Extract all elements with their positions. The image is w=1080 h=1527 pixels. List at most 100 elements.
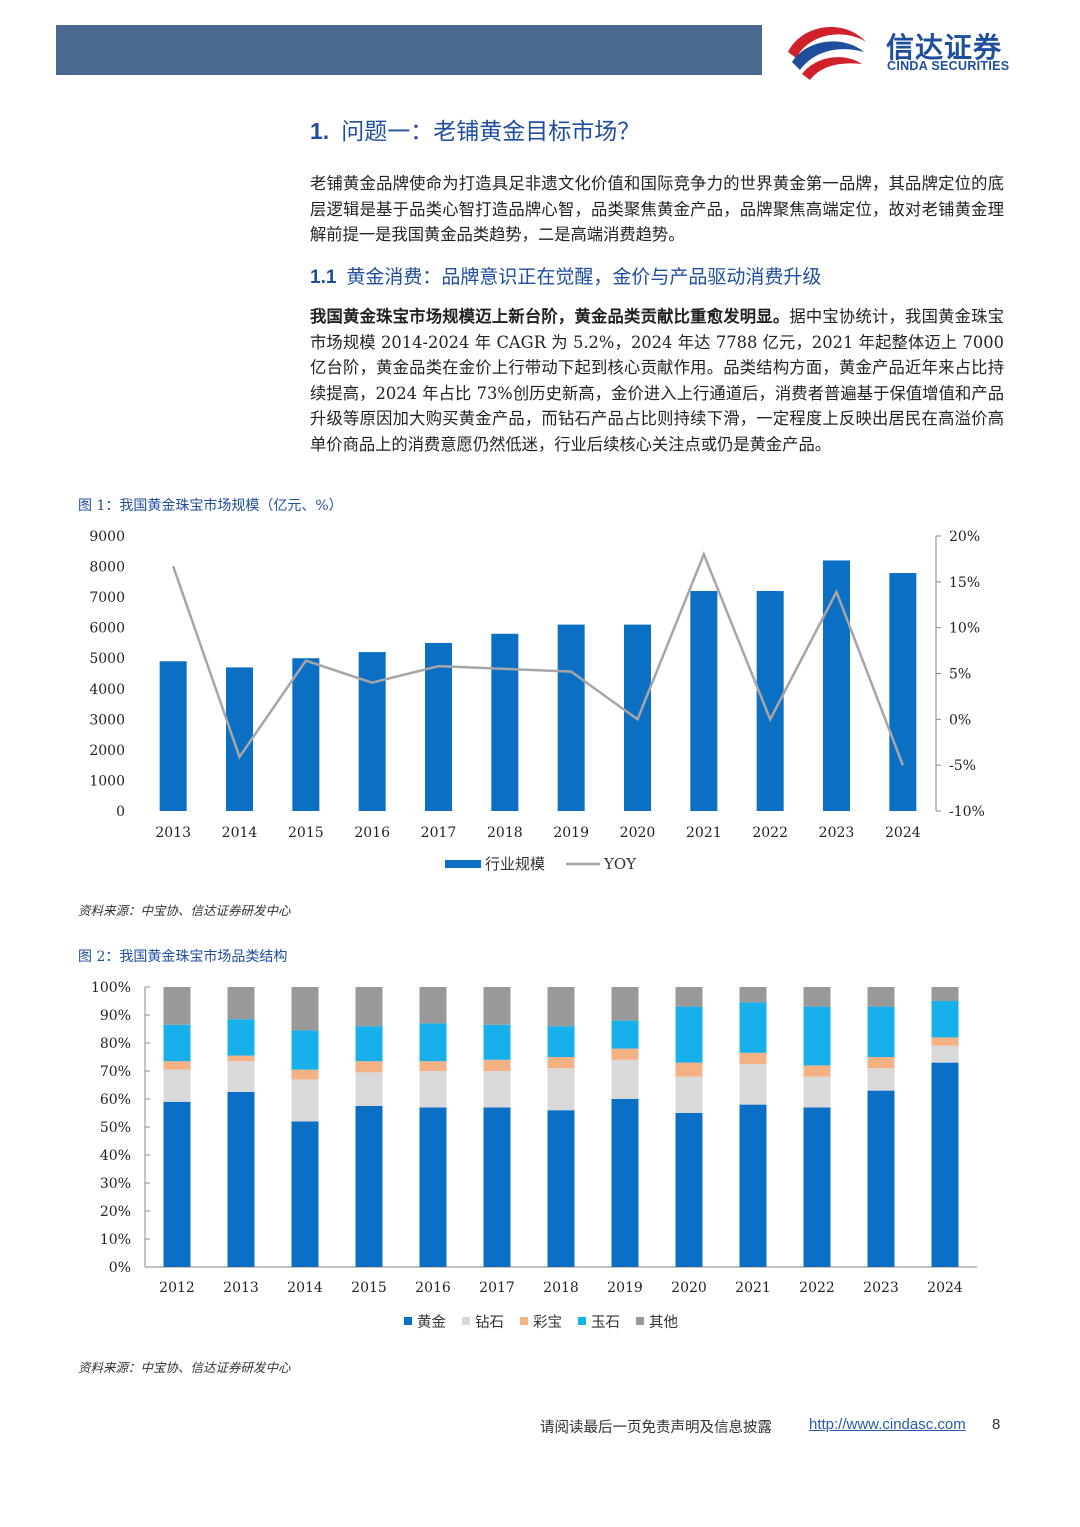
stacked-bar-segment: [227, 1092, 255, 1267]
stacked-bar-segment: [483, 1107, 511, 1267]
stacked-bar-segment: [419, 1061, 447, 1071]
x-axis-tick-label: 2016: [415, 1280, 451, 1296]
x-axis-tick-label: 2012: [159, 1280, 195, 1296]
stacked-bar-segment: [483, 1071, 511, 1108]
stacked-bar-segment: [547, 1057, 575, 1069]
y-axis-tick-label: 70%: [100, 1064, 131, 1080]
footer-website-link[interactable]: http://www.cindasc.com: [809, 1416, 966, 1433]
subsection-title: 黄金消费：品牌意识正在觉醒，金价与产品驱动消费升级: [346, 266, 822, 288]
stacked-bar-segment: [675, 1076, 703, 1113]
x-axis-tick-label: 2020: [671, 1280, 707, 1296]
figure1-title: 图 1：我国黄金珠宝市场规模（亿元、%）: [78, 498, 343, 514]
stacked-bar-segment: [227, 1061, 255, 1092]
subsection-number: 1.1: [310, 267, 337, 288]
logo-emblem-icon: [788, 27, 866, 80]
stacked-bar-segment: [419, 987, 447, 1024]
legend-label: 彩宝: [533, 1314, 562, 1331]
legend-label: 黄金: [417, 1314, 446, 1331]
stacked-bar-segment: [611, 987, 639, 1021]
left-axis-tick-label: 3000: [89, 712, 125, 728]
body-text: 据中宝协统计，我国黄金珠宝市场规模 2014-2024 年 CAGR 为 5.2…: [310, 307, 1004, 454]
body-paragraph: 我国黄金珠宝市场规模迈上新台阶，黄金品类贡献比重愈发明显。据中宝协统计，我国黄金…: [310, 304, 1004, 457]
stacked-bar-segment: [547, 1026, 575, 1057]
stacked-bar-segment: [291, 987, 319, 1031]
legend-swatch: [520, 1317, 528, 1325]
left-axis-tick-label: 9000: [89, 529, 125, 545]
x-axis-tick-label: 2017: [479, 1280, 515, 1296]
stacked-bar-segment: [291, 1069, 319, 1080]
stacked-bar-segment: [867, 1006, 895, 1057]
x-axis-tick-label: 2016: [354, 825, 390, 841]
stacked-bar-segment: [867, 1090, 895, 1267]
x-axis-tick-label: 2018: [487, 825, 523, 841]
stacked-bar-segment: [483, 1059, 511, 1071]
category-structure-chart: 0% 10% 20% 30% 40% 50% 60% 70% 80% 90% 100% 2012 201…: [91, 980, 977, 1331]
stacked-bar-segment: [739, 1052, 767, 1064]
stacked-bar-segment: [803, 1006, 831, 1066]
footer-disclaimer: 请阅读最后一页免责声明及信息披露: [540, 1420, 772, 1436]
figure2-title: 图 2：我国黄金珠宝市场品类结构: [78, 949, 288, 965]
market-size-bar: [159, 661, 187, 811]
stacked-bar-segment: [739, 987, 767, 1003]
x-axis-tick-label: 2019: [553, 825, 589, 841]
y-axis-tick-label: 20%: [100, 1204, 131, 1220]
y-axis-tick-label: 100%: [91, 980, 131, 996]
figure1-source: 资料来源：中宝协、信达证券研发中心: [78, 903, 291, 918]
left-axis-tick-label: 4000: [89, 682, 125, 698]
stacked-bar-segment: [931, 987, 959, 1001]
stacked-bar-segment: [227, 987, 255, 1020]
stacked-bar-segment: [931, 1045, 959, 1063]
x-axis-tick-label: 2023: [863, 1280, 899, 1296]
x-axis-tick-label: 2013: [223, 1280, 259, 1296]
left-axis-tick-label: 6000: [89, 621, 125, 637]
stacked-bar-segment: [867, 1057, 895, 1069]
left-axis-tick-label: 5000: [89, 651, 125, 667]
stacked-bar-segment: [739, 1104, 767, 1267]
y-axis-tick-label: 90%: [100, 1008, 131, 1024]
stacked-bar-segment: [163, 1024, 191, 1062]
market-size-bar: [889, 573, 917, 811]
stacked-bar-segment: [739, 1064, 767, 1105]
stacked-bar-segment: [547, 987, 575, 1027]
legend-label: 钻石: [475, 1314, 504, 1331]
market-size-bar: [425, 642, 452, 811]
x-axis-tick-label: 2021: [735, 1280, 771, 1296]
x-axis-tick-label: 2015: [351, 1280, 387, 1296]
x-axis-tick-label: 2018: [543, 1280, 579, 1296]
x-axis-tick-label: 2023: [819, 825, 855, 841]
left-axis-tick-label: 2000: [89, 743, 125, 759]
stacked-bar-segment: [419, 1071, 447, 1108]
stacked-bar-segment: [355, 1026, 383, 1062]
y-axis-tick-label: 10%: [100, 1232, 131, 1248]
stacked-bar-segment: [355, 987, 383, 1027]
x-axis-tick-label: 2014: [222, 825, 258, 841]
page-number: 8: [992, 1416, 1001, 1433]
header-bar: [56, 25, 762, 75]
section-heading: 1. 问题一：老铺黄金目标市场？: [310, 112, 640, 146]
market-size-bar: [491, 633, 519, 811]
stacked-bar-segment: [163, 1069, 191, 1102]
stacked-bar-segment: [355, 1106, 383, 1267]
stacked-bar-segment: [163, 987, 191, 1025]
x-axis-tick-label: 2024: [885, 825, 921, 841]
stacked-bar-segment: [355, 1061, 383, 1073]
stacked-bar-segment: [227, 1019, 255, 1056]
stacked-bar-segment: [739, 1002, 767, 1053]
stacked-bar-segment: [931, 1062, 959, 1267]
y-axis-tick-label: 50%: [100, 1120, 131, 1136]
market-size-chart: 0 1000 2000 3000 4000 5000 6000 7000 8000 9000 -10…: [89, 529, 985, 873]
stacked-bar-segment: [675, 987, 703, 1007]
y-axis-tick-label: 30%: [100, 1176, 131, 1192]
stacked-bar-segment: [803, 987, 831, 1007]
legend-swatch: [462, 1317, 470, 1325]
legend-swatch: [578, 1317, 586, 1325]
x-axis-tick-label: 2013: [155, 825, 191, 841]
legend-line-label: YOY: [603, 855, 637, 873]
stacked-bar-segment: [611, 1059, 639, 1099]
market-size-bar: [292, 658, 320, 811]
right-axis-tick-label: 0%: [949, 712, 971, 728]
y-axis-tick-label: 60%: [100, 1092, 131, 1108]
stacked-bar-segment: [483, 1024, 511, 1060]
x-axis-tick-label: 2019: [607, 1280, 643, 1296]
stacked-bar-segment: [611, 1099, 639, 1267]
